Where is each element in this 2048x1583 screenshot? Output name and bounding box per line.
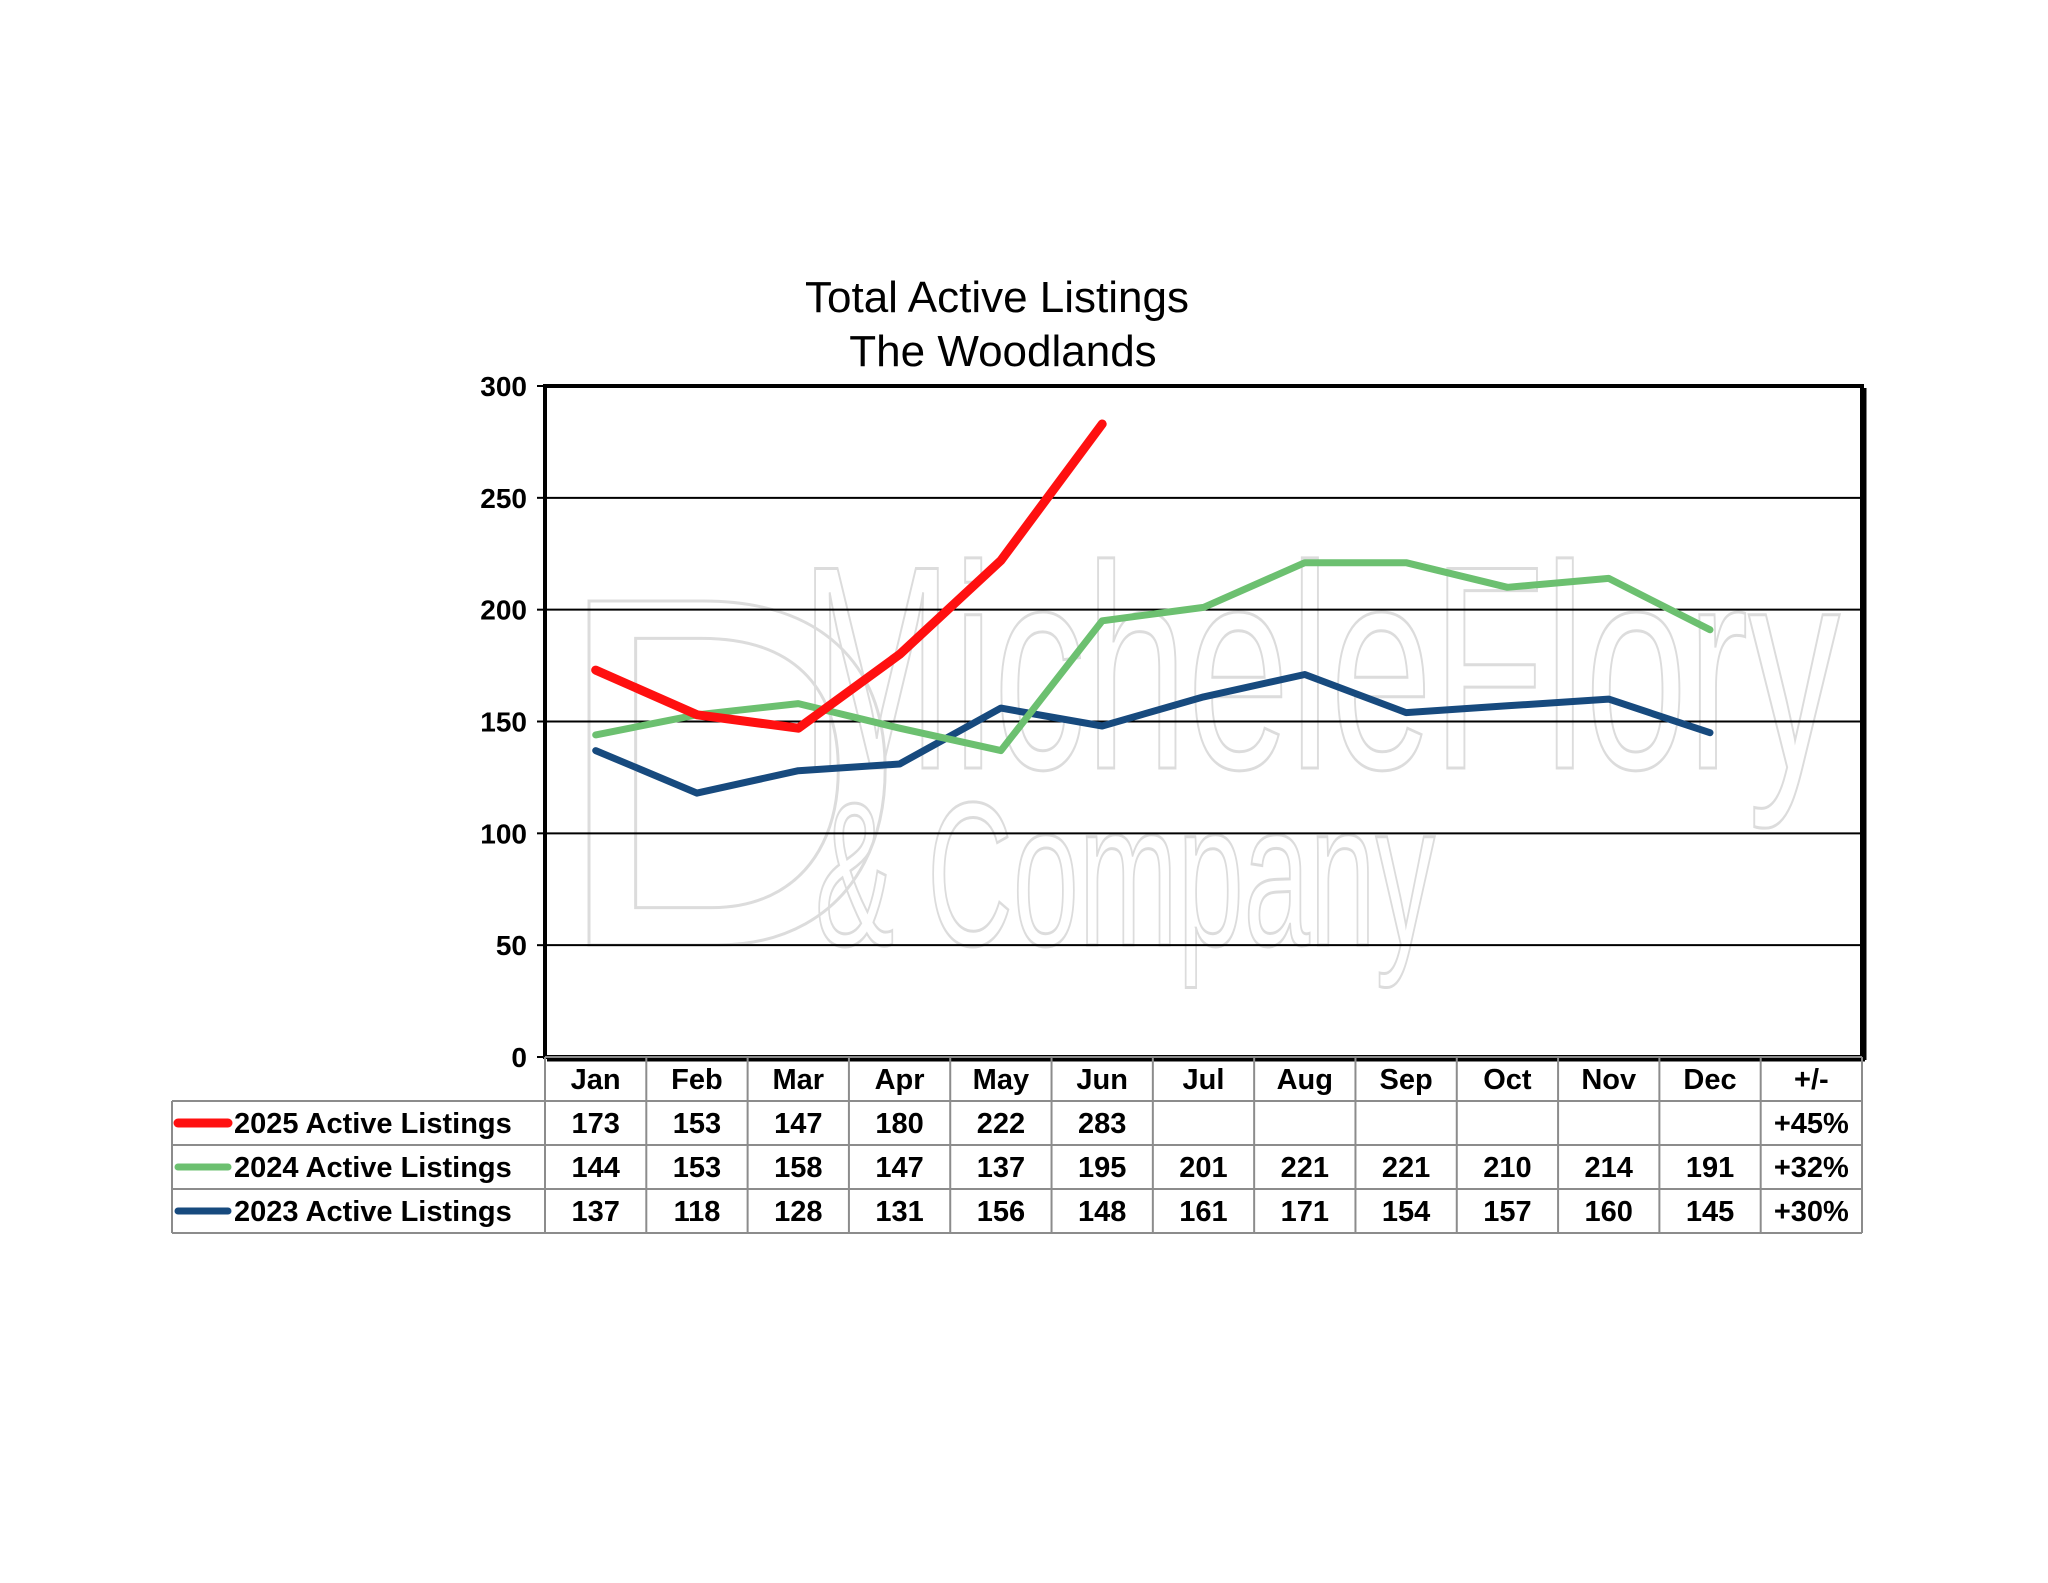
data-label: 160	[1585, 1196, 1633, 1228]
chart-title-line-2: The Woodlands	[849, 327, 1156, 376]
series-lines	[591, 419, 1714, 797]
data-label: 191	[1686, 1152, 1734, 1184]
change-label: +45%	[1774, 1108, 1849, 1140]
legend-label: 2023 Active Listings	[234, 1196, 512, 1228]
data-label: 137	[571, 1196, 619, 1228]
data-label: 156	[977, 1196, 1025, 1228]
watermark: D MicheleFlory & Company	[547, 491, 1842, 1053]
data-label: 222	[977, 1108, 1025, 1140]
x-tick-label: Oct	[1483, 1064, 1532, 1096]
watermark-logo: D	[548, 492, 909, 1051]
data-label: 118	[674, 1196, 721, 1228]
data-label: 157	[1483, 1196, 1531, 1228]
data-label: 173	[571, 1108, 619, 1140]
y-tick-label: 50	[496, 930, 527, 961]
data-label: 214	[1585, 1152, 1633, 1184]
y-tick-label: 0	[511, 1042, 527, 1073]
x-tick-label: Sep	[1380, 1064, 1433, 1096]
legend-label: 2024 Active Listings	[234, 1152, 512, 1184]
change-header: +/-	[1794, 1064, 1829, 1096]
data-label: 144	[571, 1152, 619, 1184]
x-tick-label: Feb	[671, 1064, 723, 1096]
data-label: 153	[673, 1108, 721, 1140]
data-label: 145	[1686, 1196, 1734, 1228]
x-tick-label: Jul	[1183, 1064, 1225, 1096]
data-label: 158	[774, 1152, 822, 1184]
data-label: 283	[1078, 1108, 1126, 1140]
y-tick-label: 100	[480, 818, 527, 849]
chart-title-line-1: Total Active Listings	[805, 273, 1189, 322]
y-tick-label: 200	[480, 595, 527, 626]
data-label: 137	[977, 1152, 1025, 1184]
chart-title: Total Active Listings The Woodlands	[805, 273, 1189, 376]
x-tick-label: Aug	[1277, 1064, 1333, 1096]
watermark-line2: & Company	[815, 760, 1435, 989]
y-axis-ticks: 0 50 100 150 200 250 300	[480, 371, 545, 1073]
data-label: 161	[1179, 1196, 1227, 1228]
x-tick-label: Mar	[772, 1064, 824, 1096]
y-tick-label: 150	[480, 707, 527, 738]
series-line-2	[592, 671, 1714, 797]
y-tick-label: 300	[480, 371, 527, 402]
data-label: 201	[1179, 1152, 1227, 1184]
x-tick-label: Jun	[1076, 1064, 1128, 1096]
data-label: 221	[1382, 1152, 1430, 1184]
data-label: 147	[875, 1152, 923, 1184]
data-label: 171	[1281, 1196, 1329, 1228]
x-tick-label: Nov	[1581, 1064, 1636, 1096]
x-tick-label: Dec	[1683, 1064, 1736, 1096]
x-tick-label: May	[973, 1064, 1029, 1096]
change-label: +30%	[1774, 1196, 1849, 1228]
change-label: +32%	[1774, 1152, 1849, 1184]
x-tick-label: Apr	[875, 1064, 925, 1096]
y-tick-label: 250	[480, 483, 527, 514]
data-label: 154	[1382, 1196, 1430, 1228]
legend-label: 2025 Active Listings	[234, 1108, 512, 1140]
data-label: 221	[1281, 1152, 1329, 1184]
data-label: 180	[875, 1108, 923, 1140]
data-table: Jan Feb Mar Apr May Jun Jul Aug Sep Oct Nov Dec +/- 2…	[171, 1056, 1863, 1234]
data-label: 147	[774, 1108, 822, 1140]
data-label: 128	[774, 1196, 822, 1228]
data-label: 131	[875, 1196, 923, 1228]
x-tick-label: Jan	[571, 1064, 621, 1096]
data-label: 148	[1078, 1196, 1126, 1228]
data-label: 153	[673, 1152, 721, 1184]
grid	[545, 496, 1862, 947]
data-label: 195	[1078, 1152, 1126, 1184]
series-line-1	[592, 559, 1714, 755]
data-label: 210	[1483, 1152, 1531, 1184]
series-line-0	[591, 419, 1107, 733]
